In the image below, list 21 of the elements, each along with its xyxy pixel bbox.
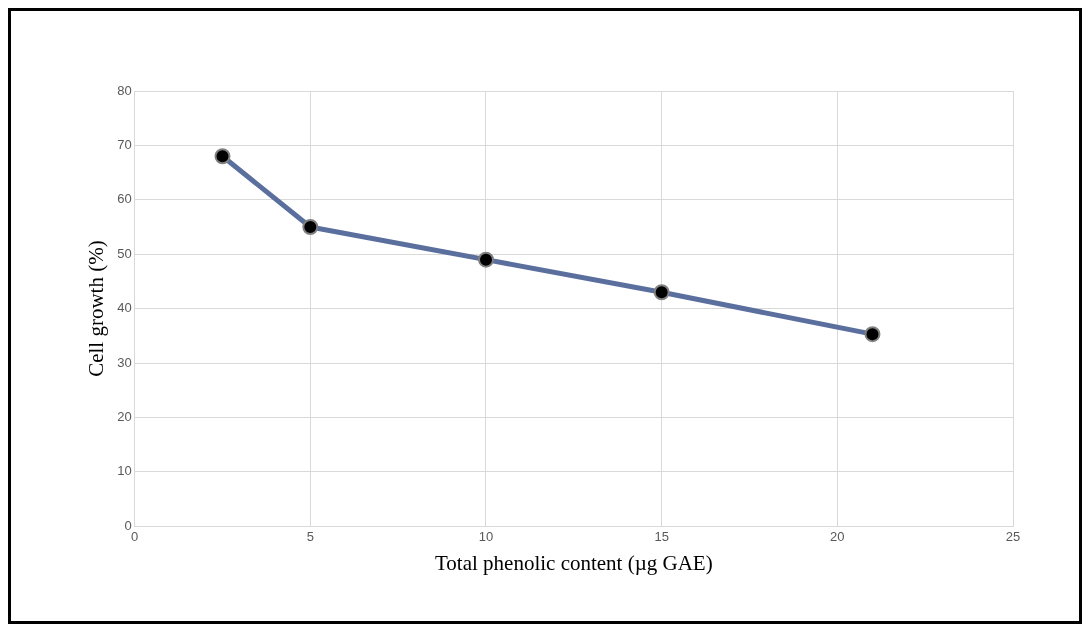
y-tick-label: 80 [117, 82, 132, 98]
point [864, 326, 881, 343]
y-tick-label: 40 [117, 300, 132, 316]
y-tick-label: 20 [117, 408, 132, 424]
point [478, 251, 494, 268]
x-tick-label: 10 [478, 528, 494, 544]
point [214, 148, 231, 165]
x-tick-label: 15 [654, 528, 669, 544]
y-tick-label: 60 [117, 191, 132, 207]
y-axis-title: Cell growth (%) [84, 240, 109, 377]
x-tick-label: 20 [830, 528, 845, 544]
y-tick-label: 70 [117, 136, 132, 152]
x-axis-title: Total phenolic content (µg GAE) [434, 550, 713, 575]
y-tick-label: 10 [117, 463, 132, 479]
x-tick-label: 5 [306, 528, 314, 544]
y-tick-label: 30 [117, 354, 132, 370]
point [653, 284, 670, 301]
point [302, 219, 319, 235]
y-tick-label: 0 [124, 517, 132, 533]
y-tick-label: 50 [117, 245, 132, 261]
x-tick-label: 25 [1005, 528, 1021, 544]
